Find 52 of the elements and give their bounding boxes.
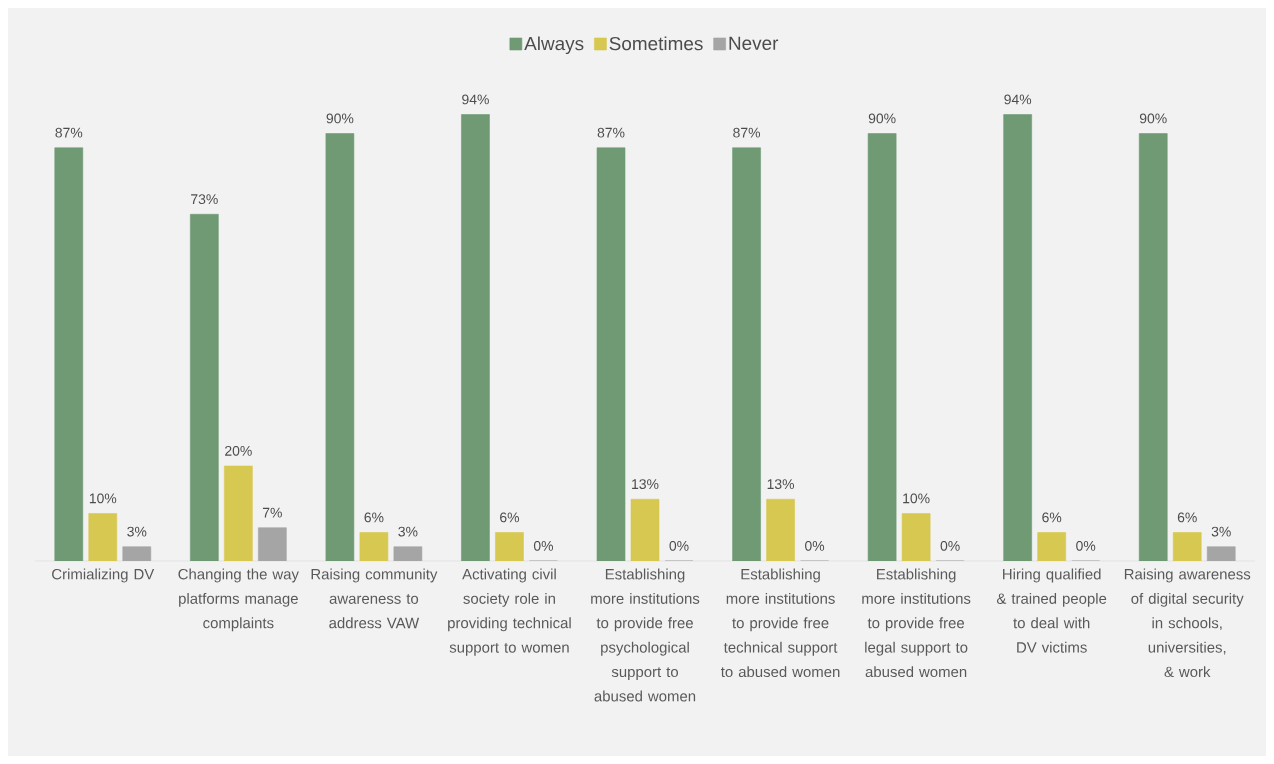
- bar: [122, 546, 152, 561]
- data-label: 13%: [632, 479, 659, 490]
- data-label: 10%: [89, 493, 117, 504]
- data-label: 90%: [1139, 113, 1167, 124]
- bar: [54, 147, 84, 561]
- bar: [393, 546, 423, 561]
- x-tick-label: Raising awareness of digital security in schools, universities, & work: [1124, 568, 1251, 678]
- bar: [258, 527, 287, 561]
- data-label: 94%: [462, 94, 489, 105]
- data-label: 0%: [669, 540, 689, 551]
- data-label: 3%: [398, 526, 418, 537]
- data-label: 94%: [1004, 94, 1032, 105]
- bar: [1003, 114, 1032, 561]
- bar: [461, 114, 490, 561]
- x-tick-label: Establishing more institutions to provide free psychological support to abused women: [591, 568, 700, 702]
- x-tick-label: Hiring qualified & trained people to deal with DV victims: [996, 568, 1107, 653]
- x-tick-label: Establishing more institutions to provide free legal support to abused women: [862, 568, 971, 678]
- bar: [596, 147, 626, 561]
- x-tick-label: Changing the way platforms manage complaints: [178, 568, 299, 632]
- legend-label: Sometimes: [609, 36, 703, 51]
- data-label: 6%: [1042, 512, 1062, 523]
- data-label: 3%: [1211, 526, 1231, 537]
- data-label: 0%: [1076, 540, 1096, 551]
- data-label: 90%: [868, 113, 896, 124]
- bar: [325, 133, 355, 561]
- data-label: 87%: [55, 127, 83, 138]
- legend-label: Never: [729, 36, 779, 50]
- data-label: 13%: [767, 479, 795, 490]
- data-label: 87%: [733, 127, 761, 138]
- x-tick-label: Establishing more institutions to provide free technical support to abused women: [720, 568, 840, 678]
- legend-label: Always: [524, 36, 584, 55]
- data-label: 0%: [805, 540, 825, 551]
- bar: [1206, 546, 1236, 561]
- bar: [190, 213, 219, 561]
- data-label: 87%: [597, 127, 625, 138]
- x-tick-label: Activating civil society role in providing technical support to women: [448, 568, 571, 656]
- data-label: 7%: [262, 507, 282, 518]
- data-label: 90%: [326, 113, 354, 124]
- x-tick-label: Raising community awareness to address VAW: [311, 568, 438, 629]
- data-label: 3%: [127, 526, 147, 537]
- data-label: 0%: [940, 540, 960, 551]
- data-label: 20%: [225, 445, 252, 456]
- data-label: 6%: [1177, 512, 1197, 523]
- bar: [867, 133, 897, 561]
- x-tick-label: Crimializing DV: [52, 568, 155, 583]
- data-label: 6%: [364, 512, 384, 523]
- bar: [1138, 133, 1168, 561]
- data-label: 6%: [500, 512, 520, 523]
- data-label: 0%: [533, 540, 554, 551]
- data-label: 10%: [903, 493, 930, 504]
- data-label: 73%: [191, 194, 218, 205]
- bar: [732, 147, 761, 561]
